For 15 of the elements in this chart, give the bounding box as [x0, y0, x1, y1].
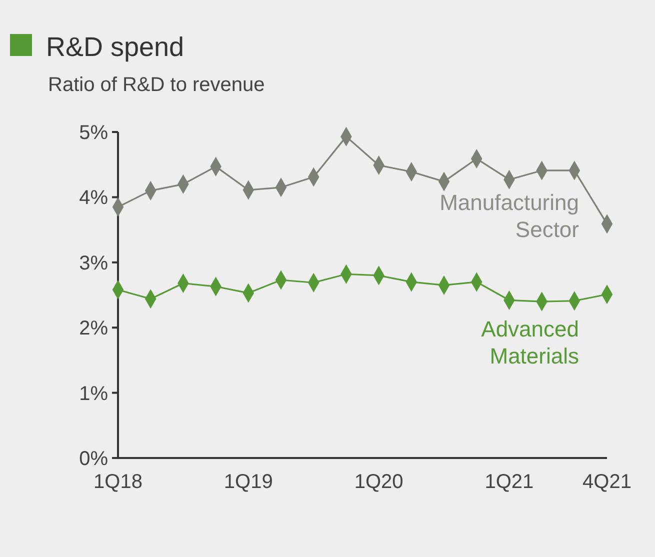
y-tick-label: 5% [79, 122, 108, 144]
x-tick-label: 1Q18 [94, 471, 142, 493]
x-tick-label: 1Q21 [484, 471, 534, 493]
x-tick-label: 1Q19 [224, 471, 273, 493]
series-label: Manufacturing Sector [440, 190, 579, 242]
y-tick-label: 0% [79, 448, 108, 470]
series-label: Advanced Materials [481, 316, 579, 368]
y-tick-label: 4% [79, 187, 108, 210]
x-tick-label: 1Q20 [354, 471, 404, 493]
y-tick-label: 2% [79, 318, 108, 340]
y-tick-label: 3% [79, 252, 108, 274]
y-tick-label: 1% [79, 382, 108, 405]
chart-subtitle: Ratio of R&D to revenue [48, 74, 265, 96]
x-tick-label: 4Q21 [582, 471, 632, 493]
chart-title: R&D spend [46, 32, 184, 62]
